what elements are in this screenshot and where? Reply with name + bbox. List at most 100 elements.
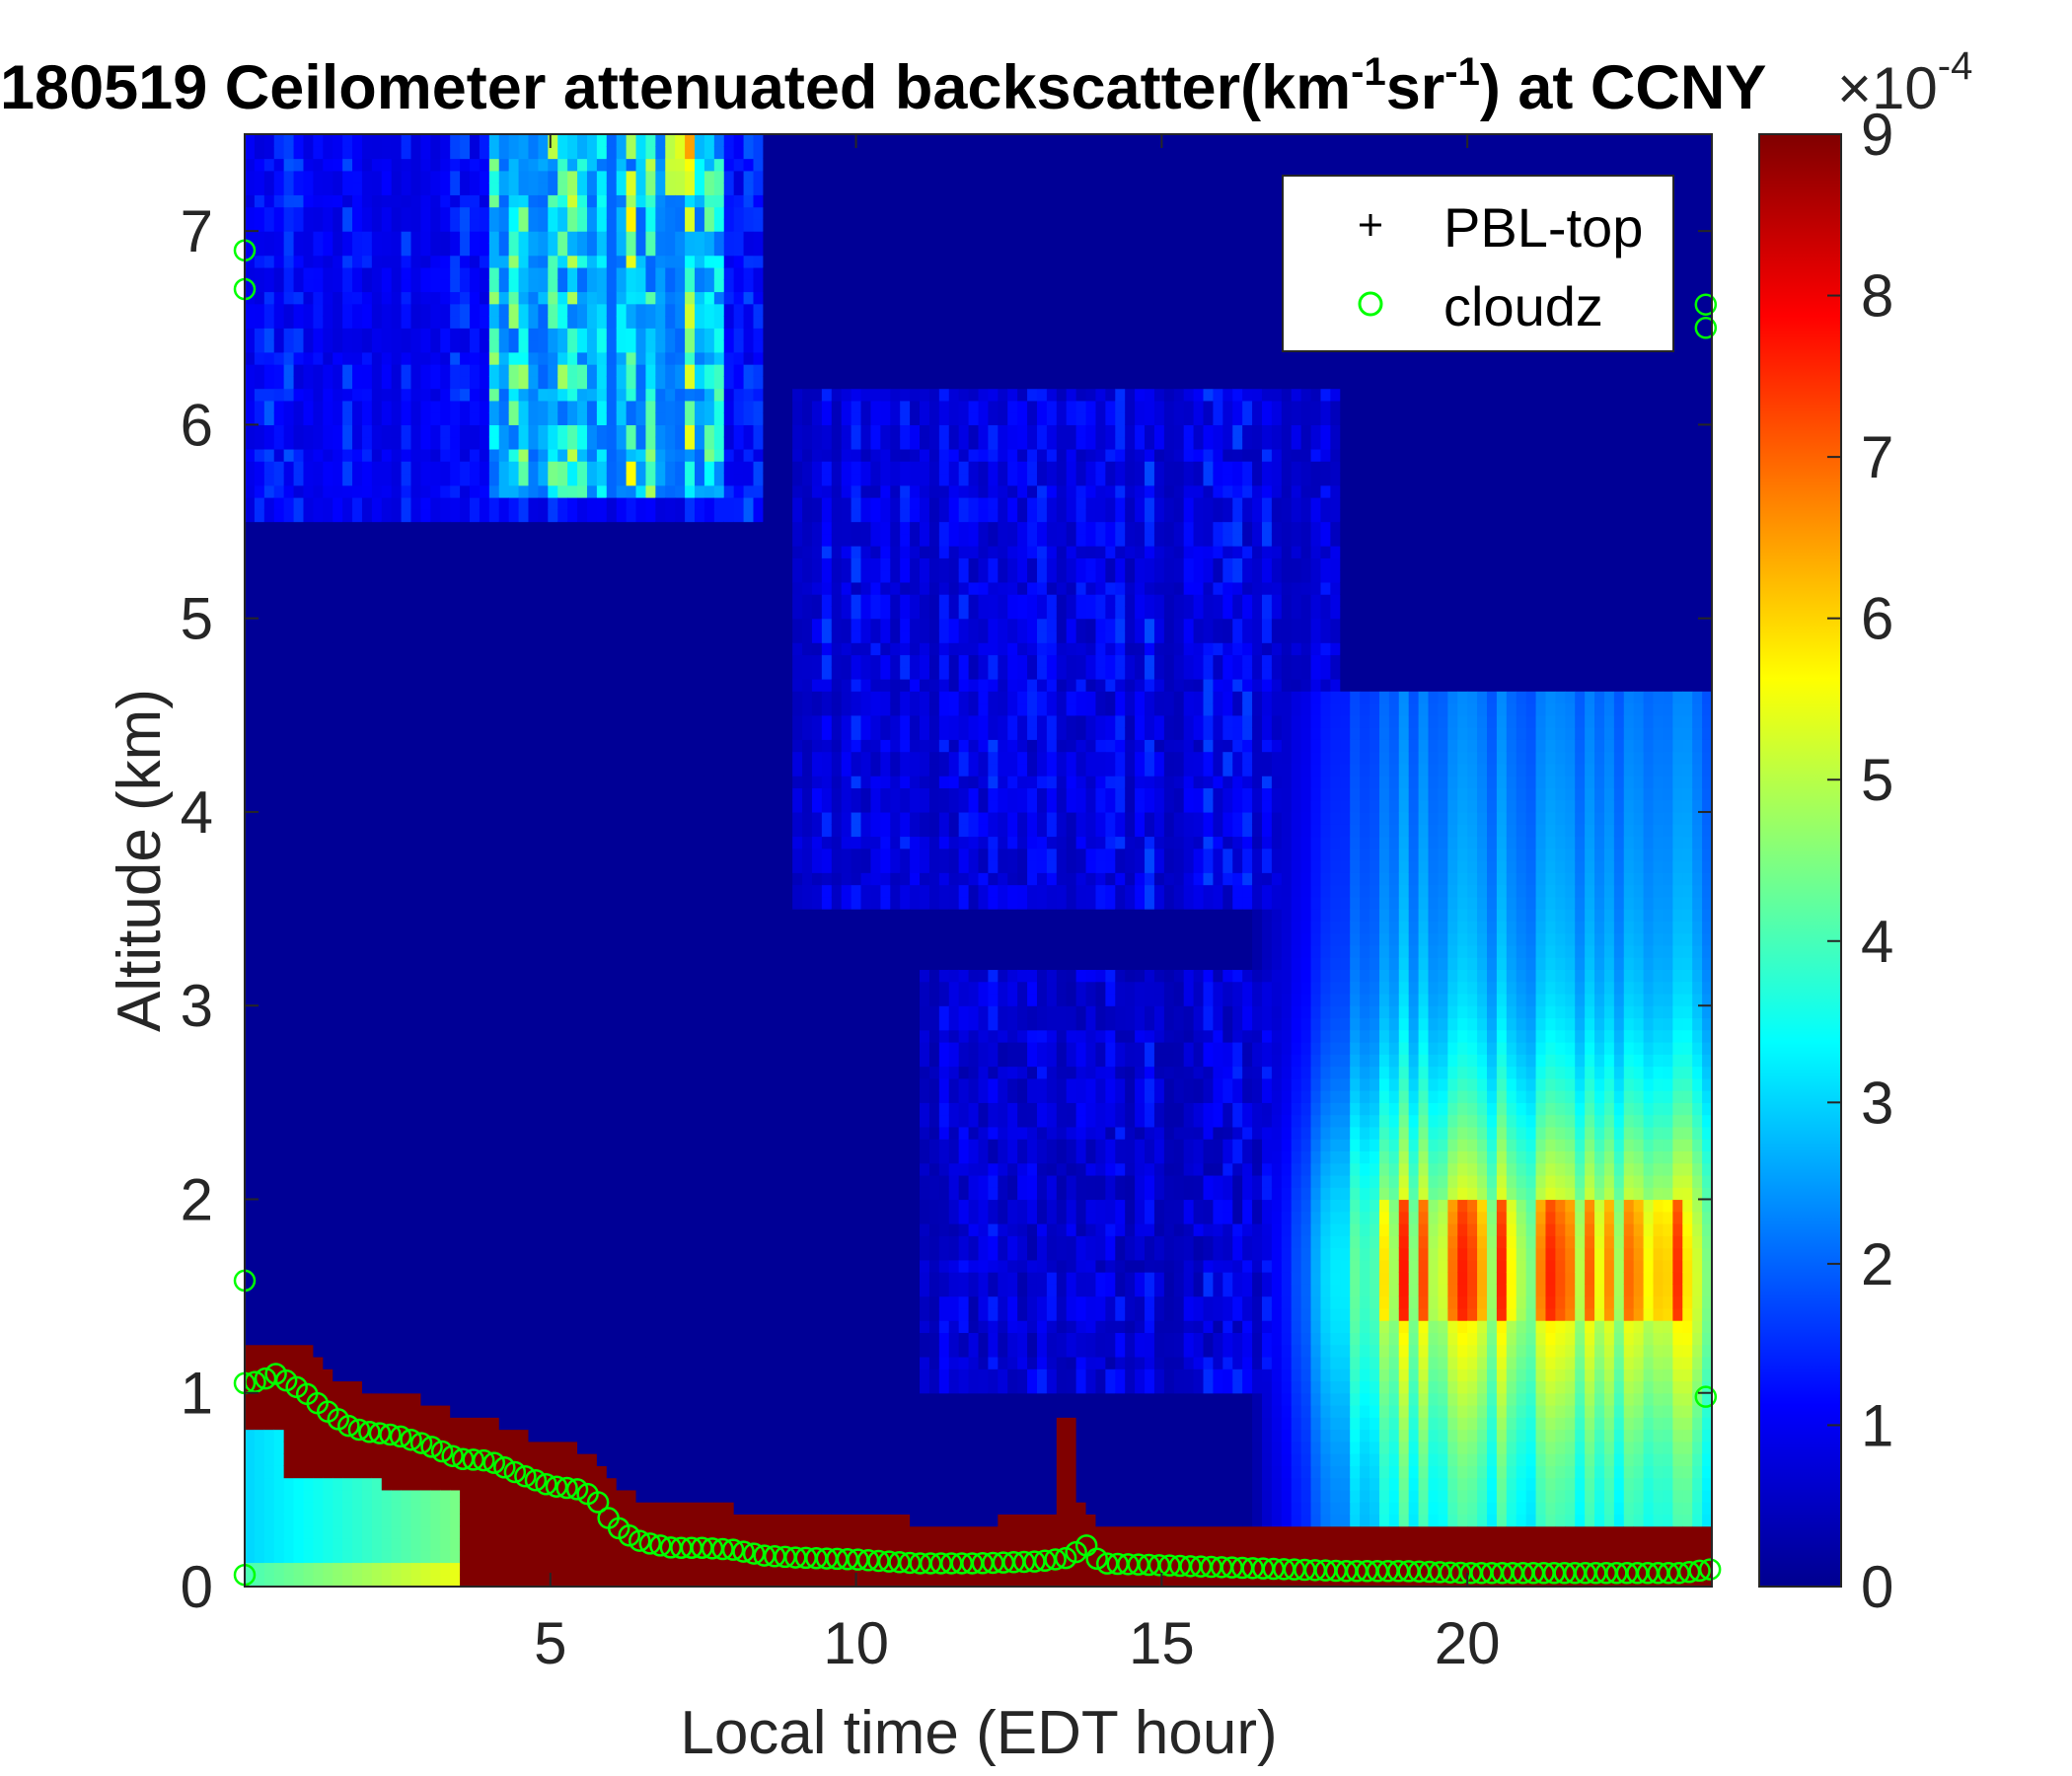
heatmap-cell bbox=[333, 1550, 343, 1564]
heatmap-cell bbox=[508, 1441, 520, 1454]
heatmap-cell bbox=[616, 1187, 628, 1201]
heatmap-cell bbox=[410, 1077, 422, 1091]
heatmap-cell bbox=[498, 872, 510, 886]
heatmap-cell bbox=[401, 666, 412, 680]
heatmap-cell bbox=[518, 328, 530, 341]
heatmap-cell bbox=[538, 400, 549, 413]
heatmap-cell bbox=[528, 1126, 539, 1140]
heatmap-cell bbox=[381, 255, 393, 268]
heatmap-cell bbox=[410, 170, 422, 184]
heatmap-cell bbox=[567, 1029, 578, 1043]
heatmap-cell bbox=[273, 1550, 285, 1564]
heatmap-cell bbox=[430, 666, 441, 680]
heatmap-cell bbox=[342, 714, 353, 728]
heatmap-cell bbox=[342, 243, 353, 257]
heatmap-cell bbox=[460, 1320, 471, 1333]
heatmap-cell bbox=[245, 1005, 256, 1019]
heatmap-cell bbox=[557, 1369, 568, 1382]
heatmap-cell bbox=[371, 206, 383, 220]
heatmap-cell bbox=[410, 1417, 422, 1431]
heatmap-cell bbox=[333, 799, 343, 813]
heatmap-cell bbox=[518, 679, 530, 692]
heatmap-cell bbox=[283, 872, 295, 886]
heatmap-cell bbox=[450, 569, 461, 583]
heatmap-cell bbox=[518, 848, 530, 861]
heatmap-cell bbox=[263, 714, 275, 728]
heatmap-cell bbox=[254, 727, 265, 740]
heatmap-cell bbox=[333, 1223, 343, 1236]
heatmap-cell bbox=[371, 1187, 383, 1201]
heatmap-cell bbox=[254, 654, 265, 668]
heatmap-cell bbox=[263, 1139, 275, 1151]
heatmap-cell bbox=[342, 1150, 353, 1164]
heatmap-cell bbox=[577, 1199, 588, 1213]
heatmap-cell bbox=[333, 811, 343, 825]
heatmap-cell bbox=[635, 339, 647, 353]
heatmap-cell bbox=[635, 1429, 647, 1443]
heatmap-cell bbox=[586, 316, 598, 329]
heatmap-cell bbox=[470, 158, 481, 172]
heatmap-cell bbox=[635, 376, 647, 390]
heatmap-cell bbox=[440, 1139, 451, 1151]
heatmap-cell bbox=[352, 436, 363, 450]
heatmap-cell bbox=[586, 1550, 598, 1564]
heatmap-cell bbox=[313, 158, 324, 172]
heatmap-cell bbox=[577, 1029, 588, 1043]
heatmap-cell bbox=[645, 811, 656, 825]
heatmap-cell bbox=[470, 969, 481, 983]
heatmap-cell bbox=[635, 1574, 647, 1587]
heatmap-cell bbox=[528, 629, 539, 643]
heatmap-cell bbox=[586, 1344, 598, 1358]
heatmap-cell bbox=[577, 1090, 588, 1103]
heatmap-cell bbox=[430, 606, 441, 620]
heatmap-cell bbox=[450, 848, 461, 861]
heatmap-cell bbox=[245, 1199, 256, 1213]
heatmap-cell bbox=[577, 436, 588, 450]
heatmap-cell bbox=[460, 606, 471, 620]
heatmap-cell bbox=[567, 1537, 578, 1551]
heatmap-cell bbox=[557, 1392, 568, 1406]
heatmap-cell bbox=[606, 1235, 618, 1249]
heatmap-cell bbox=[440, 1514, 451, 1527]
heatmap-cell bbox=[430, 932, 441, 946]
heatmap-cell bbox=[557, 1525, 568, 1539]
heatmap-cell bbox=[352, 1344, 363, 1358]
heatmap-cell bbox=[577, 727, 588, 740]
heatmap-cell bbox=[333, 484, 343, 498]
heatmap-cell bbox=[273, 1199, 285, 1213]
heatmap-cell bbox=[263, 1090, 275, 1103]
heatmap-cell bbox=[557, 932, 568, 946]
heatmap-cell bbox=[430, 412, 441, 425]
heatmap-cell bbox=[488, 461, 500, 475]
heatmap-cell bbox=[450, 400, 461, 413]
heatmap-cell bbox=[420, 546, 431, 558]
heatmap-cell bbox=[635, 557, 647, 571]
heatmap-cell bbox=[313, 776, 324, 788]
heatmap-cell bbox=[508, 569, 520, 583]
heatmap-cell bbox=[283, 243, 295, 257]
heatmap-cell bbox=[488, 206, 500, 220]
heatmap-cell bbox=[460, 629, 471, 643]
heatmap-cell bbox=[616, 629, 628, 643]
heatmap-cell bbox=[567, 909, 578, 922]
heatmap-cell bbox=[450, 1537, 461, 1551]
heatmap-cell bbox=[577, 1502, 588, 1515]
heatmap-cell bbox=[381, 1465, 393, 1479]
heatmap-cell bbox=[557, 1017, 568, 1031]
heatmap-cell bbox=[557, 594, 568, 607]
heatmap-cell bbox=[450, 557, 461, 571]
heatmap-cell bbox=[333, 255, 343, 268]
heatmap-cell bbox=[508, 909, 520, 922]
heatmap-cell bbox=[528, 183, 539, 195]
heatmap-cell bbox=[313, 1562, 324, 1576]
heatmap-cell bbox=[283, 546, 295, 558]
heatmap-cell bbox=[567, 1247, 578, 1261]
heatmap-cell bbox=[254, 146, 265, 160]
heatmap-cell bbox=[361, 1199, 373, 1213]
heatmap-cell bbox=[479, 884, 490, 898]
heatmap-cell bbox=[586, 1162, 598, 1176]
heatmap-cell bbox=[498, 1102, 510, 1116]
heatmap-cell bbox=[518, 243, 530, 257]
heatmap-cell bbox=[548, 909, 558, 922]
heatmap-cell bbox=[401, 1162, 412, 1176]
